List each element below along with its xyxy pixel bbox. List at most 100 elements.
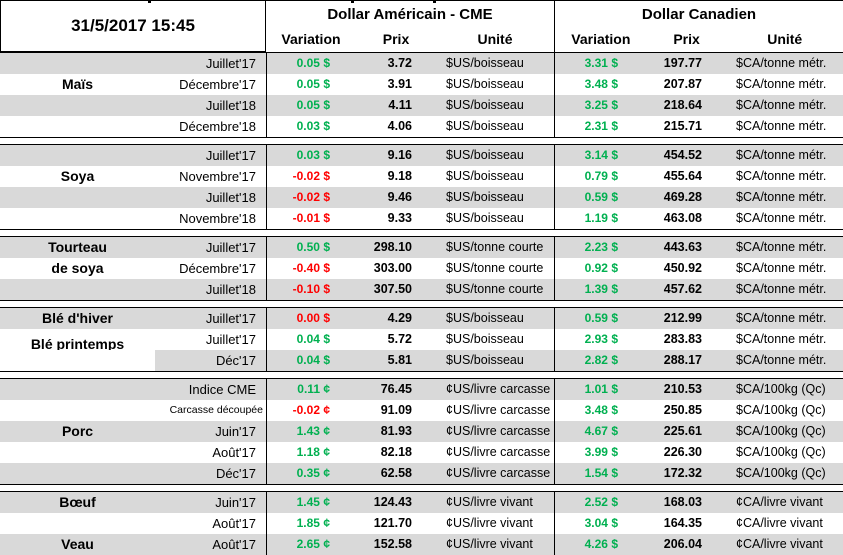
us-variation-value: 0.03 $ <box>266 145 356 166</box>
ca-variation-value: 2.82 $ <box>554 350 646 371</box>
us-price-value: 91.09 <box>380 403 412 417</box>
us-unit-label: $US/boisseau <box>446 353 524 367</box>
category-cell: Blé printemps <box>0 329 155 350</box>
category-cell <box>0 187 155 208</box>
us-unit-label: $US/boisseau <box>446 56 524 70</box>
us-price-value: 4.29 <box>387 311 412 325</box>
table-row: Soya Novembre'17 -0.02 $ 9.18 $US/boisseau 0.… <box>0 166 843 187</box>
ca-price-value: 450.92 <box>663 261 702 275</box>
ca-variation-value: 2.93 $ <box>554 329 646 350</box>
ca-variation-column-header: Variation <box>571 31 631 47</box>
us-unit-label: ¢US/livre carcasse <box>446 466 551 480</box>
table-row: Juillet'18 -0.10 $ 307.50 $US/tonne courte 1… <box>0 279 843 300</box>
category-cell <box>0 463 155 484</box>
ca-price-value: 283.83 <box>663 332 702 346</box>
contract-month-label: Juillet'17 <box>205 56 256 71</box>
category-cell <box>0 116 155 137</box>
contract-month-label: Juillet'18 <box>205 98 256 113</box>
us-unit-label: ¢US/livre carcasse <box>446 445 551 459</box>
us-price-value: 5.81 <box>387 353 412 367</box>
ca-price-value: 288.17 <box>663 353 702 367</box>
ca-unit-label: $CA/tonne métr. <box>736 77 827 91</box>
ca-unit-label: $CA/100kg (Qc) <box>736 403 826 417</box>
ca-price-value: 168.03 <box>663 495 702 509</box>
section-ble: Blé d'hiver Juillet'17 0.00 $ 4.29 $US/boiss… <box>0 307 843 372</box>
us-unit-label: $US/boisseau <box>446 211 524 225</box>
grid-tick <box>433 0 436 3</box>
category-cell: Tourteau <box>0 237 155 258</box>
ca-variation-value: 0.92 $ <box>554 258 646 279</box>
section-mais: Juillet'17 0.05 $ 3.72 $US/boisseau 3.31 $ 19… <box>0 52 843 138</box>
ca-price-value: 455.64 <box>663 169 702 183</box>
ca-unit-label: ¢CA/livre vivant <box>736 495 823 509</box>
category-cell <box>0 513 155 534</box>
ca-unit-label: $CA/tonne métr. <box>736 190 827 204</box>
ca-variation-value: 0.59 $ <box>554 187 646 208</box>
us-price-value: 3.72 <box>387 56 412 70</box>
us-dollar-group-header: Dollar Américain - CME Variation Prix Un… <box>266 0 554 52</box>
ca-variation-value: 3.48 $ <box>554 400 646 421</box>
contract-month-label: Juin'17 <box>215 424 256 439</box>
us-unit-label: $US/tonne courte <box>446 261 544 275</box>
contract-month-label: Août'17 <box>212 445 256 460</box>
ca-unit-label: $CA/tonne métr. <box>736 169 827 183</box>
contract-month-label: Août'17 <box>212 537 256 552</box>
ca-unit-label: $CA/tonne métr. <box>736 353 827 367</box>
table-header: 31/5/2017 15:45 Dollar Américain - CME V… <box>0 0 843 52</box>
ca-variation-value: 2.31 $ <box>554 116 646 137</box>
table-row: Porc Juin'17 1.43 ¢ 81.93 ¢US/livre carcasse… <box>0 421 843 442</box>
table-row: Juillet'18 0.05 $ 4.11 $US/boisseau 3.25 $ 21… <box>0 95 843 116</box>
us-variation-column-header: Variation <box>281 31 341 47</box>
us-price-value: 62.58 <box>380 466 412 480</box>
table-row: de soya Décembre'17 -0.40 $ 303.00 $US/tonne… <box>0 258 843 279</box>
table-row: Maïs Décembre'17 0.05 $ 3.91 $US/boisseau 3.4… <box>0 74 843 95</box>
contract-month-label: Août'17 <box>212 516 256 531</box>
us-unit-column-header: Unité <box>477 31 513 47</box>
ca-variation-value: 4.26 $ <box>554 534 646 555</box>
ca-unit-label: $CA/tonne métr. <box>736 211 827 225</box>
contract-month-label: Décembre'18 <box>179 119 256 134</box>
category-label: Blé d'hiver <box>41 310 114 326</box>
us-variation-value: -0.02 $ <box>266 166 356 187</box>
us-unit-label: $US/tonne courte <box>446 282 544 296</box>
ca-price-value: 225.61 <box>663 424 702 438</box>
section-soya: Juillet'17 0.03 $ 9.16 $US/boisseau 3.14 $ 45… <box>0 144 843 230</box>
ca-price-value: 469.28 <box>663 190 702 204</box>
ca-unit-label: $CA/tonne métr. <box>736 261 827 275</box>
category-label: Veau <box>61 536 94 552</box>
category-cell: Soya <box>0 166 155 187</box>
category-cell: Maïs <box>0 74 155 95</box>
table-row: Blé d'hiver Juillet'17 0.00 $ 4.29 $US/boiss… <box>0 308 843 329</box>
ca-unit-label: $CA/tonne métr. <box>736 332 827 346</box>
ca-unit-label: $CA/tonne métr. <box>736 240 827 254</box>
us-price-value: 4.06 <box>387 119 412 133</box>
table-body: Juillet'17 0.05 $ 3.72 $US/boisseau 3.31 $ 19… <box>0 52 843 555</box>
section-tourteau-de-soya: Tourteau Juillet'17 0.50 $ 298.10 $US/tonne … <box>0 236 843 301</box>
us-variation-value: -0.10 $ <box>266 279 356 300</box>
ca-unit-label: $CA/100kg (Qc) <box>736 445 826 459</box>
table-row: Novembre'18 -0.01 $ 9.33 $US/boisseau 1.19 $… <box>0 208 843 229</box>
category-cell <box>0 400 155 421</box>
category-cell <box>0 279 155 300</box>
ca-price-column-header: Prix <box>673 31 700 47</box>
contract-month-label: Juin'17 <box>215 495 256 510</box>
ca-unit-label: $CA/tonne métr. <box>736 56 827 70</box>
us-variation-value: 0.35 ¢ <box>266 463 356 484</box>
table-row: Juillet'18 -0.02 $ 9.46 $US/boisseau 0.59 $ 4… <box>0 187 843 208</box>
us-subheader-row: Variation Prix Unité <box>266 27 554 52</box>
ca-variation-value: 1.01 $ <box>554 379 646 400</box>
us-variation-value: 0.04 $ <box>266 329 356 350</box>
us-group-title: Dollar Américain - CME <box>327 6 493 23</box>
us-price-value: 76.45 <box>380 382 412 396</box>
category-label: Bœuf <box>59 494 96 510</box>
us-price-value: 9.33 <box>387 211 412 225</box>
ca-price-value: 215.71 <box>663 119 702 133</box>
ca-price-value: 206.04 <box>663 537 702 551</box>
us-unit-label: $US/boisseau <box>446 77 524 91</box>
table-row: Déc'17 0.35 ¢ 62.58 ¢US/livre carcasse 1.54 … <box>0 463 843 484</box>
us-variation-value: 1.45 ¢ <box>266 492 356 513</box>
ca-unit-label: $CA/tonne métr. <box>736 98 827 112</box>
category-label: Tourteau <box>48 239 107 255</box>
us-unit-label: ¢US/livre vivant <box>446 537 533 551</box>
